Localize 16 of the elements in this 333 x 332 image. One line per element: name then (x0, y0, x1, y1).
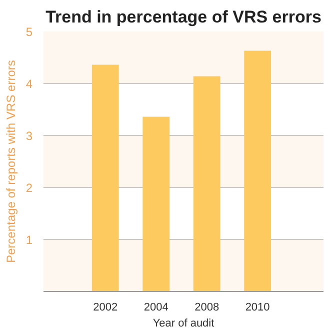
bar (92, 64, 119, 292)
x-axis-title: Year of audit (152, 318, 214, 330)
y-tick-label: 4 (26, 77, 33, 91)
bar (142, 116, 170, 292)
bar (244, 50, 271, 292)
x-tick-label: 2002 (93, 302, 118, 314)
y-axis-title: Percentage of reports with VRS errors (4, 60, 18, 263)
y-tick-label: 3 (26, 129, 33, 143)
y-tick-label: 5 (26, 25, 33, 39)
x-tick-label: 2010 (245, 302, 270, 314)
y-tick-label: 1 (26, 233, 33, 247)
bar (193, 76, 220, 292)
chart-title: Trend in percentage of VRS errors (46, 8, 322, 26)
y-tick-label: 2 (26, 181, 33, 195)
x-tick-label: 2004 (144, 302, 168, 314)
x-tick-label: 2008 (194, 302, 220, 314)
